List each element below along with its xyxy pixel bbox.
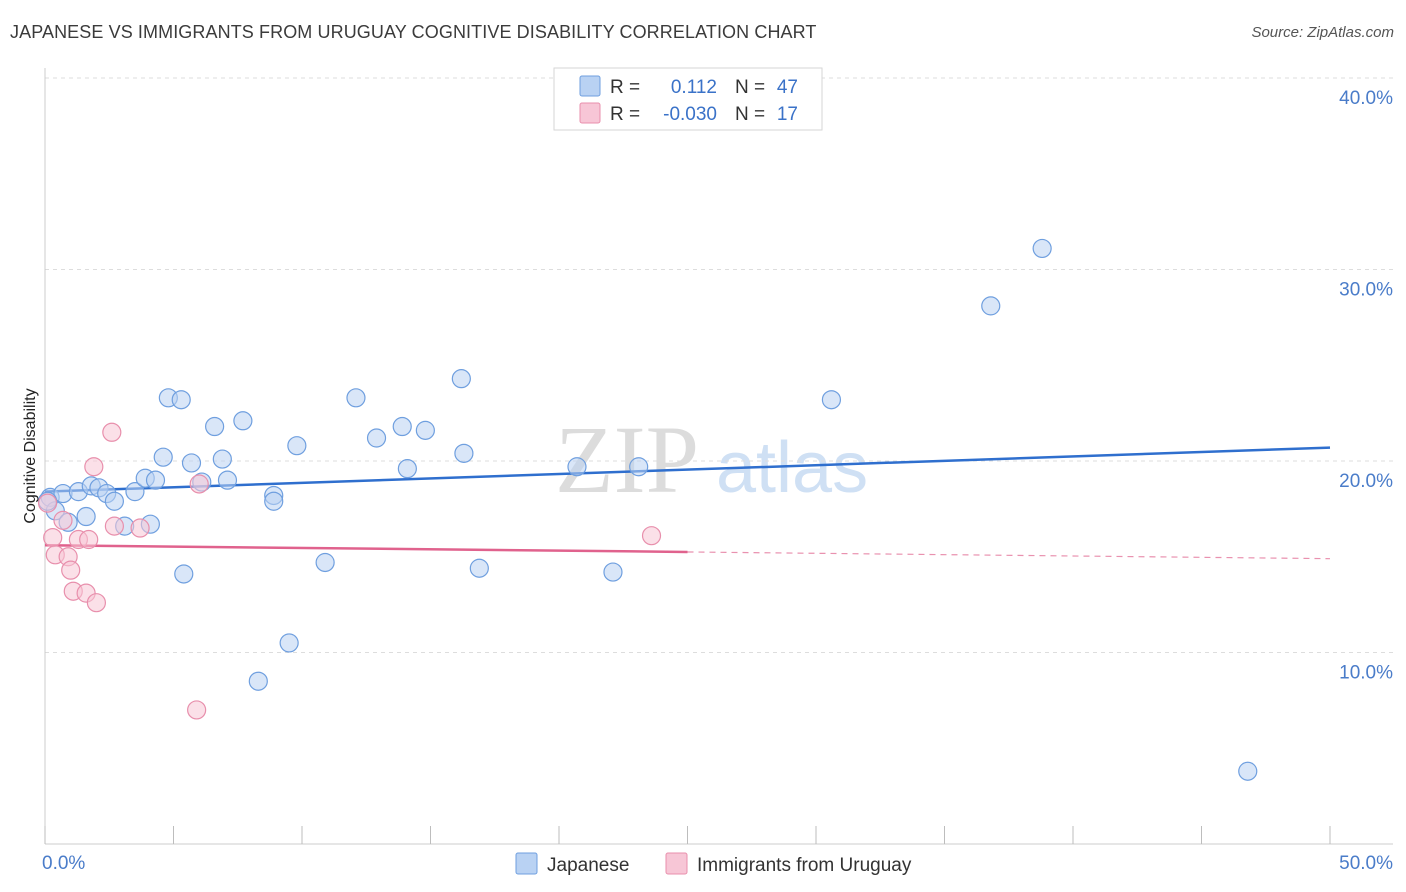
uruguay-point (102, 422, 122, 442)
japanese-point (366, 428, 387, 448)
japanese-point (454, 443, 474, 463)
uruguay-point (187, 700, 207, 720)
japanese-trendline (44, 446, 1331, 493)
y-axis-title: Cognitive Disability (22, 388, 39, 523)
japanese-point (181, 453, 202, 473)
japanese-point (212, 449, 232, 469)
japanese-point (451, 369, 471, 389)
japanese-point (125, 482, 145, 502)
legend-swatch-japanese (579, 75, 601, 97)
legend-r-label: R = (610, 104, 640, 125)
uruguay-point (37, 493, 58, 513)
watermark: ZIP atlas (555, 406, 868, 513)
uruguay-point (43, 527, 63, 548)
uruguay-trendline (44, 544, 688, 554)
japanese-point (346, 388, 366, 408)
legend-r-label: R = (610, 77, 640, 98)
japanese-point (279, 633, 299, 653)
trendlines (44, 446, 1331, 560)
japanese-point (415, 420, 435, 440)
chart-title: JAPANESE VS IMMIGRANTS FROM URUGUAY COGN… (10, 22, 817, 42)
uruguay-point (53, 510, 73, 530)
japanese-point (821, 390, 842, 410)
japanese-point (392, 416, 412, 437)
japanese-point (264, 491, 284, 511)
legend-swatch-uruguay (579, 102, 601, 124)
uruguay-point (84, 457, 104, 477)
legend-swatch-uruguay (665, 852, 688, 875)
legend-label-uruguay: Immigrants from Uruguay (697, 855, 912, 876)
y-tick-labels: 10.0% 20.0% 30.0% 40.0% (1339, 88, 1393, 684)
japanese-point (1238, 761, 1258, 781)
japanese-point (1032, 238, 1052, 259)
japanese-point (174, 564, 194, 584)
x-tick-label: 0.0% (42, 853, 85, 874)
uruguay-point (79, 529, 99, 550)
uruguay-point (130, 518, 150, 538)
legend-n-label: N = (735, 104, 765, 125)
uruguay-point (104, 516, 124, 536)
correlation-legend: R = 0.112 N = 47 R = -0.030 N = 17 (553, 67, 823, 131)
legend-n-value: 47 (777, 77, 798, 98)
y-tick-label: 20.0% (1339, 471, 1393, 492)
legend-n-value: 17 (777, 104, 798, 125)
legend-n-label: N = (735, 77, 765, 98)
japanese-point (104, 491, 124, 511)
uruguay-point (189, 474, 209, 494)
chart-source: Source: ZipAtlas.com (1251, 24, 1394, 41)
legend-r-value: -0.030 (663, 104, 717, 125)
japanese-point (469, 558, 489, 578)
x-tick-labels: 0.0% 50.0% (42, 853, 1393, 874)
uruguay-trendline-extension (687, 551, 1331, 560)
japanese-point (145, 470, 166, 490)
y-tick-label: 40.0% (1339, 88, 1393, 109)
japanese-point (315, 552, 335, 573)
japanese-point (233, 411, 253, 431)
legend-swatch-japanese (515, 852, 538, 875)
gridlines (45, 77, 1393, 653)
uruguay-point (86, 593, 107, 613)
japanese-point (153, 447, 173, 467)
uruguay-point (61, 560, 81, 580)
japanese-point (603, 562, 623, 582)
legend-r-value: 0.112 (671, 77, 717, 98)
japanese-point (397, 459, 417, 479)
uruguay-point (641, 526, 662, 546)
y-tick-label: 10.0% (1339, 663, 1393, 684)
japanese-point (567, 457, 587, 477)
japanese-point (629, 457, 649, 477)
series-legend: Japanese Immigrants from Uruguay (515, 852, 912, 876)
legend-label-japanese: Japanese (547, 855, 629, 876)
japanese-point (205, 416, 225, 437)
axes (44, 68, 1393, 845)
japanese-point (287, 436, 307, 456)
data-points (37, 238, 1258, 781)
y-tick-label: 30.0% (1339, 280, 1393, 301)
japanese-point (76, 506, 96, 527)
japanese-point (217, 470, 238, 490)
x-tick-label: 50.0% (1339, 853, 1393, 874)
japanese-point (981, 296, 1001, 316)
japanese-point (171, 390, 191, 410)
japanese-point (248, 671, 268, 691)
